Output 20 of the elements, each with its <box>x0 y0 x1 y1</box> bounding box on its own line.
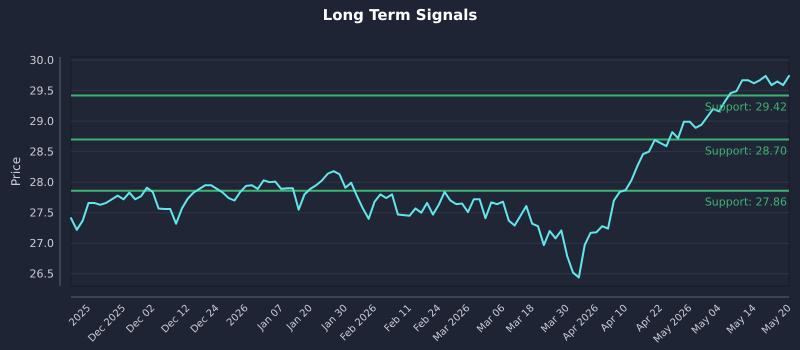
ref-line-label: Support: 28.70 <box>704 144 787 158</box>
y-tick-label: 26.5 <box>30 268 54 281</box>
y-tick-label: 30.0 <box>30 54 54 67</box>
x-tick-label: Jan 20 <box>284 302 315 334</box>
x-tick-label: Dec 02 <box>124 302 158 336</box>
y-tick-label: 28.5 <box>30 146 54 159</box>
y-tick-label: 27.5 <box>30 206 54 220</box>
y-axis-title: Price <box>9 156 23 186</box>
y-tick-label: 29.0 <box>30 114 54 128</box>
y-tick-label: 28.0 <box>30 176 54 190</box>
ref-line-label: Support: 27.86 <box>704 196 787 209</box>
x-tick-label: Dec 24 <box>188 302 222 336</box>
y-tick-label: 29.5 <box>30 84 54 98</box>
line-series <box>70 74 790 278</box>
y-tick-label: 27.0 <box>30 237 54 250</box>
x-tick-label: Feb 11 <box>382 302 414 334</box>
chart-title: Long Term Signals <box>322 6 478 24</box>
x-tick-label: Jan 07 <box>255 302 286 334</box>
x-tick-label: Apr 10 <box>598 302 630 334</box>
x-tick-label: Mar 18 <box>504 302 537 336</box>
